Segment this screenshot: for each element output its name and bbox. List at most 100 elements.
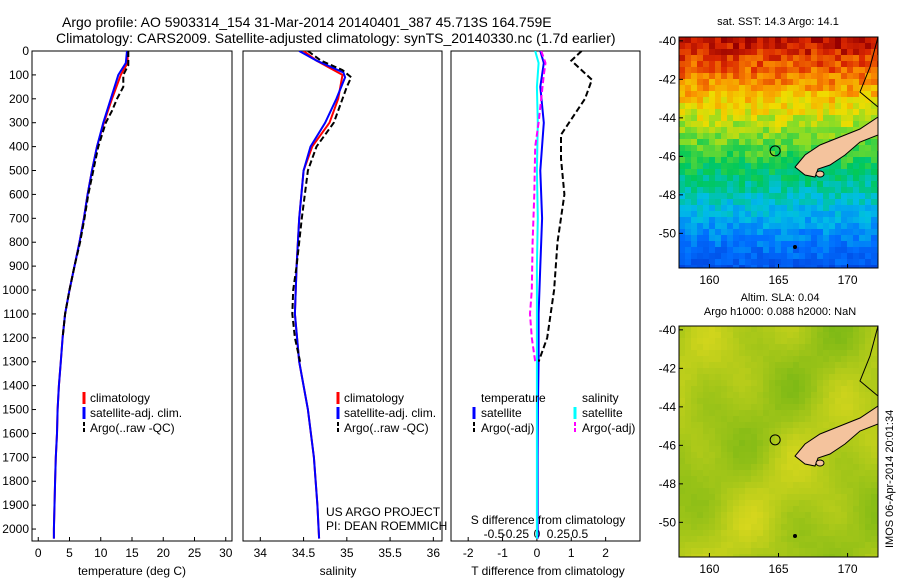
- map-cell: [685, 181, 691, 187]
- map-cell: [679, 410, 685, 416]
- map-cell: [763, 205, 769, 211]
- map-cell: [727, 265, 733, 268]
- map-cell: [685, 73, 691, 79]
- map-cell: [829, 512, 835, 518]
- map-cell: [763, 542, 769, 548]
- map-cell: [739, 380, 745, 386]
- map-cell: [739, 416, 745, 422]
- map-cell: [829, 338, 835, 344]
- map-cell: [691, 115, 697, 121]
- map-cell: [775, 512, 781, 518]
- map-cell: [829, 163, 835, 169]
- map-cell: [763, 253, 769, 259]
- map-cell: [787, 241, 793, 247]
- map-cell: [709, 488, 715, 494]
- map-cell: [775, 494, 781, 500]
- map-cell: [757, 241, 763, 247]
- map-cell: [853, 506, 859, 512]
- map-cell: [751, 187, 757, 193]
- map-cell: [715, 115, 721, 121]
- x-tick-label: -2: [463, 546, 474, 560]
- map-cell: [679, 259, 685, 265]
- map-cell: [745, 380, 751, 386]
- map-cell: [781, 73, 787, 79]
- map-cell: [859, 332, 865, 338]
- map-cell: [763, 530, 769, 536]
- map-cell: [703, 241, 709, 247]
- map-cell: [757, 416, 763, 422]
- legend-label-s-satellite: satellite: [582, 406, 623, 420]
- map-cell: [733, 265, 739, 268]
- map-cell: [739, 404, 745, 410]
- map-cell: [751, 410, 757, 416]
- map-cell: [703, 512, 709, 518]
- map-cell: [763, 229, 769, 235]
- map-cell: [775, 434, 781, 440]
- map-cell: [787, 374, 793, 380]
- map-cell: [733, 67, 739, 73]
- map-cell: [835, 97, 841, 103]
- map-cell: [697, 121, 703, 127]
- map-cell: [781, 512, 787, 518]
- map-cell: [757, 482, 763, 488]
- map-cell: [709, 512, 715, 518]
- map-cell: [799, 259, 805, 265]
- map-cell: [733, 175, 739, 181]
- map-cell: [721, 61, 727, 67]
- map-cell: [715, 380, 721, 386]
- map-cell: [871, 163, 877, 169]
- map-cell: [775, 235, 781, 241]
- map-cell: [859, 434, 865, 440]
- map-cell: [805, 37, 811, 43]
- map-cell: [751, 139, 757, 145]
- map-cell: [703, 247, 709, 253]
- map-cell: [781, 193, 787, 199]
- map-cell: [829, 368, 835, 374]
- map-cell: [835, 368, 841, 374]
- map-cell: [835, 217, 841, 223]
- map-cell: [697, 139, 703, 145]
- map-cell: [787, 446, 793, 452]
- map-cell: [781, 109, 787, 115]
- map-cell: [697, 241, 703, 247]
- map-cell: [685, 193, 691, 199]
- map-cell: [703, 49, 709, 55]
- map-cell: [691, 368, 697, 374]
- map-cell: [679, 235, 685, 241]
- map-cell: [793, 145, 799, 151]
- map-cell: [769, 518, 775, 524]
- map-cell: [787, 199, 793, 205]
- map-cell: [745, 73, 751, 79]
- coastline: [859, 37, 878, 108]
- map-cell: [823, 344, 829, 350]
- map-cell: [823, 524, 829, 530]
- map-cell: [679, 241, 685, 247]
- map-cell: [733, 259, 739, 265]
- map-cell: [823, 368, 829, 374]
- map-cell: [775, 416, 781, 422]
- map-cell: [769, 506, 775, 512]
- map-cell: [817, 344, 823, 350]
- legend-label-t-argo: Argo(-adj): [481, 421, 534, 435]
- map-cell: [733, 115, 739, 121]
- map-cell: [853, 494, 859, 500]
- map-y-tick-label: -46: [659, 438, 677, 452]
- map-cell: [697, 362, 703, 368]
- map-cell: [685, 67, 691, 73]
- map-cell: [691, 398, 697, 404]
- map-cell: [859, 235, 865, 241]
- map-cell: [835, 109, 841, 115]
- map-cell: [823, 512, 829, 518]
- map-cell: [685, 530, 691, 536]
- map-cell: [781, 175, 787, 181]
- map-cell: [751, 175, 757, 181]
- map-cell: [775, 464, 781, 470]
- map-cell: [745, 193, 751, 199]
- map-cell: [745, 181, 751, 187]
- map-cell: [871, 524, 877, 530]
- map-cell: [829, 205, 835, 211]
- map-cell: [757, 428, 763, 434]
- map-cell: [841, 380, 847, 386]
- map-y-tick-label: -40: [659, 34, 677, 48]
- map-cell: [787, 211, 793, 217]
